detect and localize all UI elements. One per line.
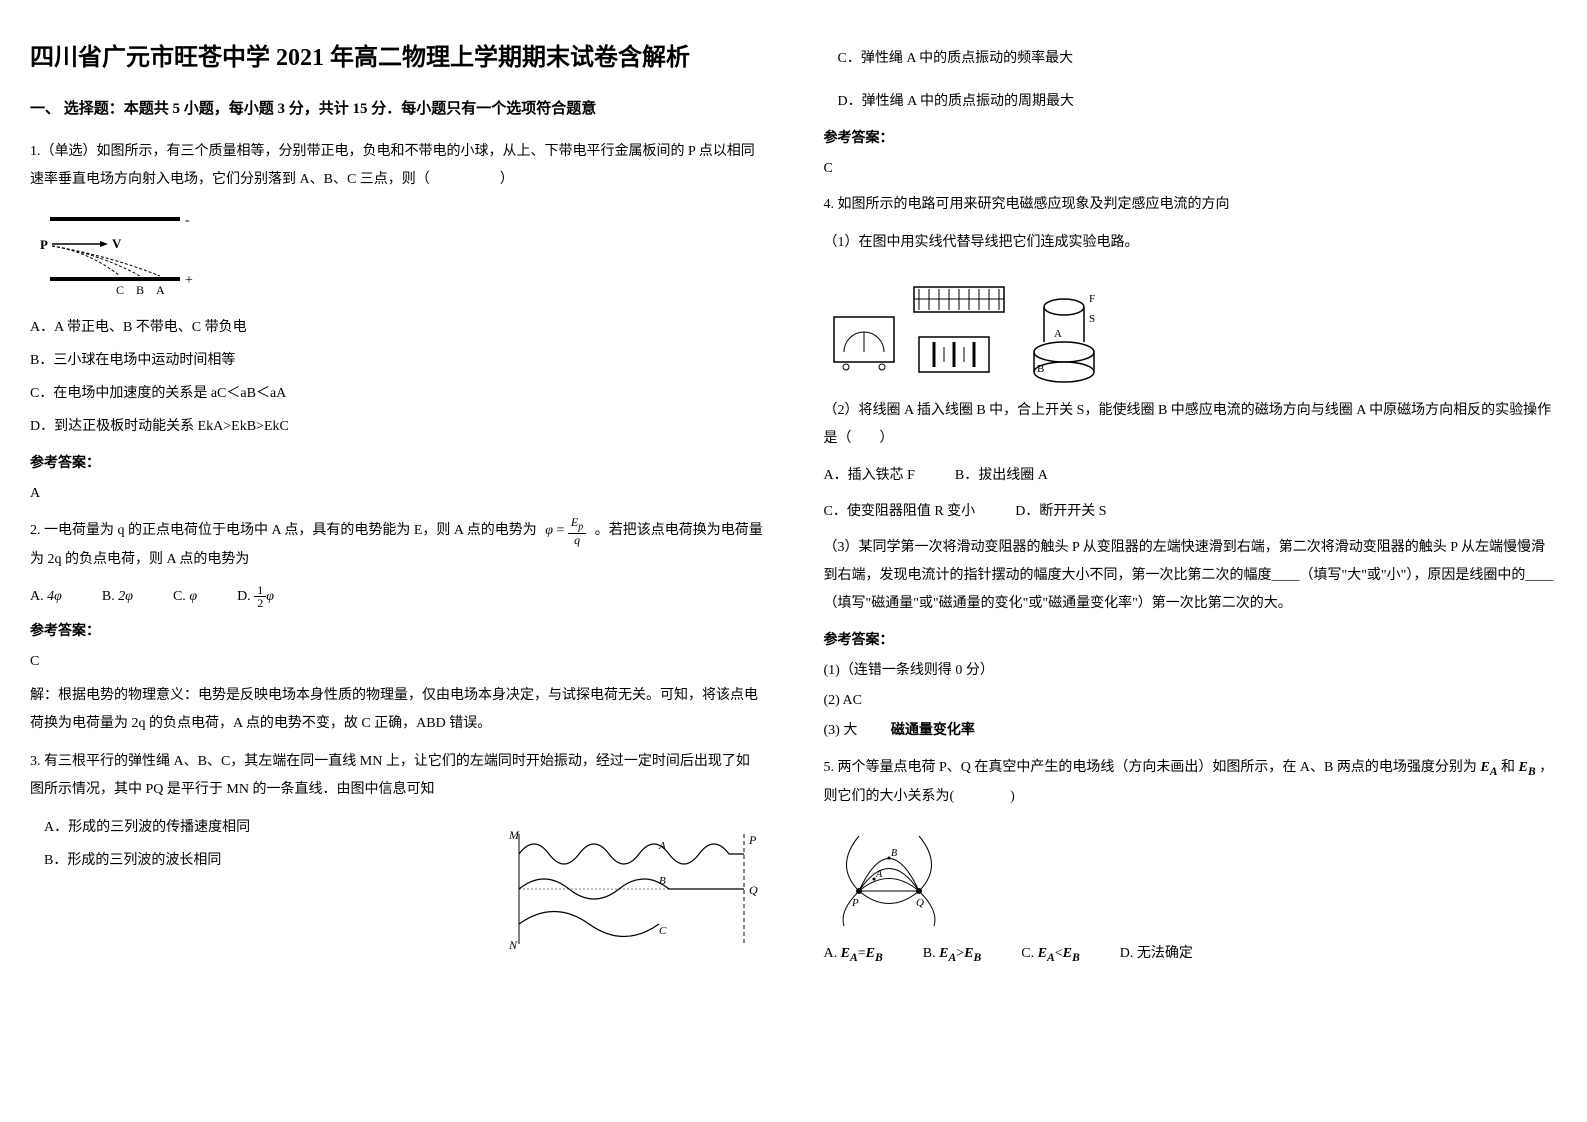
q5-optA: A. EA=EB bbox=[824, 941, 883, 968]
left-column: 四川省广元市旺苍中学 2021 年高二物理上学期期末试卷含解析 一、 选择题：本… bbox=[30, 40, 764, 977]
svg-text:C: C bbox=[659, 925, 667, 937]
q3-diagram-wrap: M P A B Q C N bbox=[504, 814, 764, 964]
q1-answer: A bbox=[30, 481, 764, 506]
q4-sub3: （3）某同学第一次将滑动变阻器的触头 P 从变阻器的左端快速滑到右端，第二次将滑… bbox=[824, 534, 1558, 618]
q4-stem: 4. 如图所示的电路可用来研究电磁感应现象及判定感应电流的方向 bbox=[824, 191, 1558, 219]
svg-text:-: - bbox=[185, 213, 190, 228]
q5-EA: EA bbox=[1480, 760, 1497, 775]
q5-optD: D. 无法确定 bbox=[1120, 941, 1193, 968]
q4-sub2-opts-row2: C．使变阻器阻值 R 变小 D．断开开关 S bbox=[824, 499, 1558, 524]
q4-ans1: (1)（连错一条线则得 0 分） bbox=[824, 658, 1558, 683]
q2-optB: B. 2φ bbox=[102, 584, 133, 609]
q1-optD: D．到达正极板时动能关系 EkA>EkB>EkC bbox=[30, 413, 764, 441]
q2-explanation: 解：根据电势的物理意义：电势是反映电场本身性质的物理量，仅由电场本身决定，与试探… bbox=[30, 682, 764, 738]
q3-wave-diagram: M P A B Q C N bbox=[504, 824, 764, 954]
q2-options: A. 4φ B. 2φ C. φ D. 1 2 φ bbox=[30, 584, 764, 609]
q4-sub2-optA: A．插入铁芯 F bbox=[824, 463, 915, 488]
q4-sub1: （1）在图中用实线代替导线把它们连成实验电路。 bbox=[824, 229, 1558, 257]
svg-text:M: M bbox=[508, 828, 520, 842]
q4-sub2-opts-row1: A．插入铁芯 F B．拔出线圈 A bbox=[824, 463, 1558, 488]
q3-optC: C．弹性绳 A 中的质点振动的频率最大 bbox=[824, 45, 1558, 73]
q2-stem: 2. 一电荷量为 q 的正点电荷位于电场中 A 点，具有的电势能为 E，则 A … bbox=[30, 516, 764, 573]
q2-optA: A. 4φ bbox=[30, 584, 62, 609]
q1-answer-label: 参考答案： bbox=[30, 451, 764, 476]
svg-text:V: V bbox=[112, 236, 122, 251]
svg-text:B: B bbox=[659, 875, 666, 887]
page-title: 四川省广元市旺苍中学 2021 年高二物理上学期期末试卷含解析 bbox=[30, 40, 764, 76]
q1-optA: A．A 带正电、B 不带电、C 带负电 bbox=[30, 314, 764, 342]
q1-stem: 1.（单选）如图所示，有三个质量相等，分别带正电，负电和不带电的小球，从上、下带… bbox=[30, 138, 764, 194]
svg-text:Q: Q bbox=[916, 897, 924, 909]
q3-answer: C bbox=[824, 156, 1558, 181]
q4-sub2-optC: C．使变阻器阻值 R 变小 bbox=[824, 499, 976, 524]
q2-fraction: Ep q bbox=[568, 516, 586, 545]
page-container: 四川省广元市旺苍中学 2021 年高二物理上学期期末试卷含解析 一、 选择题：本… bbox=[30, 40, 1557, 977]
svg-text:B: B bbox=[1037, 363, 1044, 375]
q3-answer-label: 参考答案： bbox=[824, 126, 1558, 151]
q4-sub2-optD: D．断开开关 S bbox=[1015, 499, 1106, 524]
q2-optC: C. φ bbox=[173, 584, 197, 609]
svg-text:A: A bbox=[1054, 328, 1062, 340]
q3-optD: D．弹性绳 A 中的质点振动的周期最大 bbox=[824, 88, 1558, 116]
q1-optC: C．在电场中加速度的关系是 aC＜aB＜aA bbox=[30, 380, 764, 408]
svg-text:Q: Q bbox=[749, 883, 758, 897]
right-column: C．弹性绳 A 中的质点振动的频率最大 D．弹性绳 A 中的质点振动的周期最大 … bbox=[824, 40, 1558, 977]
q2-optD: D. 1 2 φ bbox=[237, 584, 274, 609]
q5-options: A. EA=EB B. EA>EB C. EA<EB D. 无法确定 bbox=[824, 941, 1558, 968]
svg-text:A: A bbox=[156, 283, 165, 297]
q3-block: M P A B Q C N A．形成的 bbox=[30, 814, 764, 974]
q5-optB: B. EA>EB bbox=[923, 941, 982, 968]
svg-text:P: P bbox=[748, 833, 757, 847]
q2-stem-pre: 2. 一电荷量为 q 的正点电荷位于电场中 A 点，具有的电势能为 E，则 A … bbox=[30, 523, 537, 538]
q2-formula: φ = Ep q bbox=[545, 516, 586, 545]
q2-answer-label: 参考答案： bbox=[30, 619, 764, 644]
q5-field-diagram: P Q A B bbox=[824, 821, 954, 931]
q4-sub2: （2）将线圈 A 插入线圈 B 中，合上开关 S，能使线圈 B 中感应电流的磁场… bbox=[824, 397, 1558, 453]
q1-diagram: - + P V C B A bbox=[30, 204, 210, 304]
q4-sub2-optB: B．拔出线圈 A bbox=[955, 463, 1048, 488]
q4-answer-label: 参考答案： bbox=[824, 628, 1558, 653]
q5-optC: C. EA<EB bbox=[1021, 941, 1080, 968]
q5-stem: 5. 两个等量点电荷 P、Q 在真空中产生的电场线（方向未画出）如图所示，在 A… bbox=[824, 754, 1558, 811]
q3-stem: 3. 有三根平行的弹性绳 A、B、C，其左端在同一直线 MN 上，让它们的左端同… bbox=[30, 748, 764, 804]
svg-text:P: P bbox=[40, 237, 48, 252]
q1-optB: B．三小球在电场中运动时间相等 bbox=[30, 347, 764, 375]
svg-text:A: A bbox=[658, 840, 666, 852]
q4-ans3: (3) 大 磁通量变化率 bbox=[824, 718, 1558, 743]
q4-circuit-diagram: F S B A bbox=[824, 267, 1124, 387]
q5-EB: EB bbox=[1518, 760, 1535, 775]
svg-text:F: F bbox=[1089, 293, 1095, 305]
section1-heading: 一、 选择题：本题共 5 小题，每小题 3 分，共计 15 分．每小题只有一个选… bbox=[30, 96, 764, 123]
svg-text:C: C bbox=[116, 283, 124, 297]
svg-text:B: B bbox=[891, 848, 897, 859]
svg-text:B: B bbox=[136, 283, 144, 297]
svg-text:N: N bbox=[508, 938, 518, 952]
svg-text:A: A bbox=[875, 869, 883, 880]
svg-text:S: S bbox=[1089, 313, 1095, 325]
q4-ans2: (2) AC bbox=[824, 688, 1558, 713]
svg-text:+: + bbox=[185, 273, 193, 288]
q2-answer: C bbox=[30, 649, 764, 674]
